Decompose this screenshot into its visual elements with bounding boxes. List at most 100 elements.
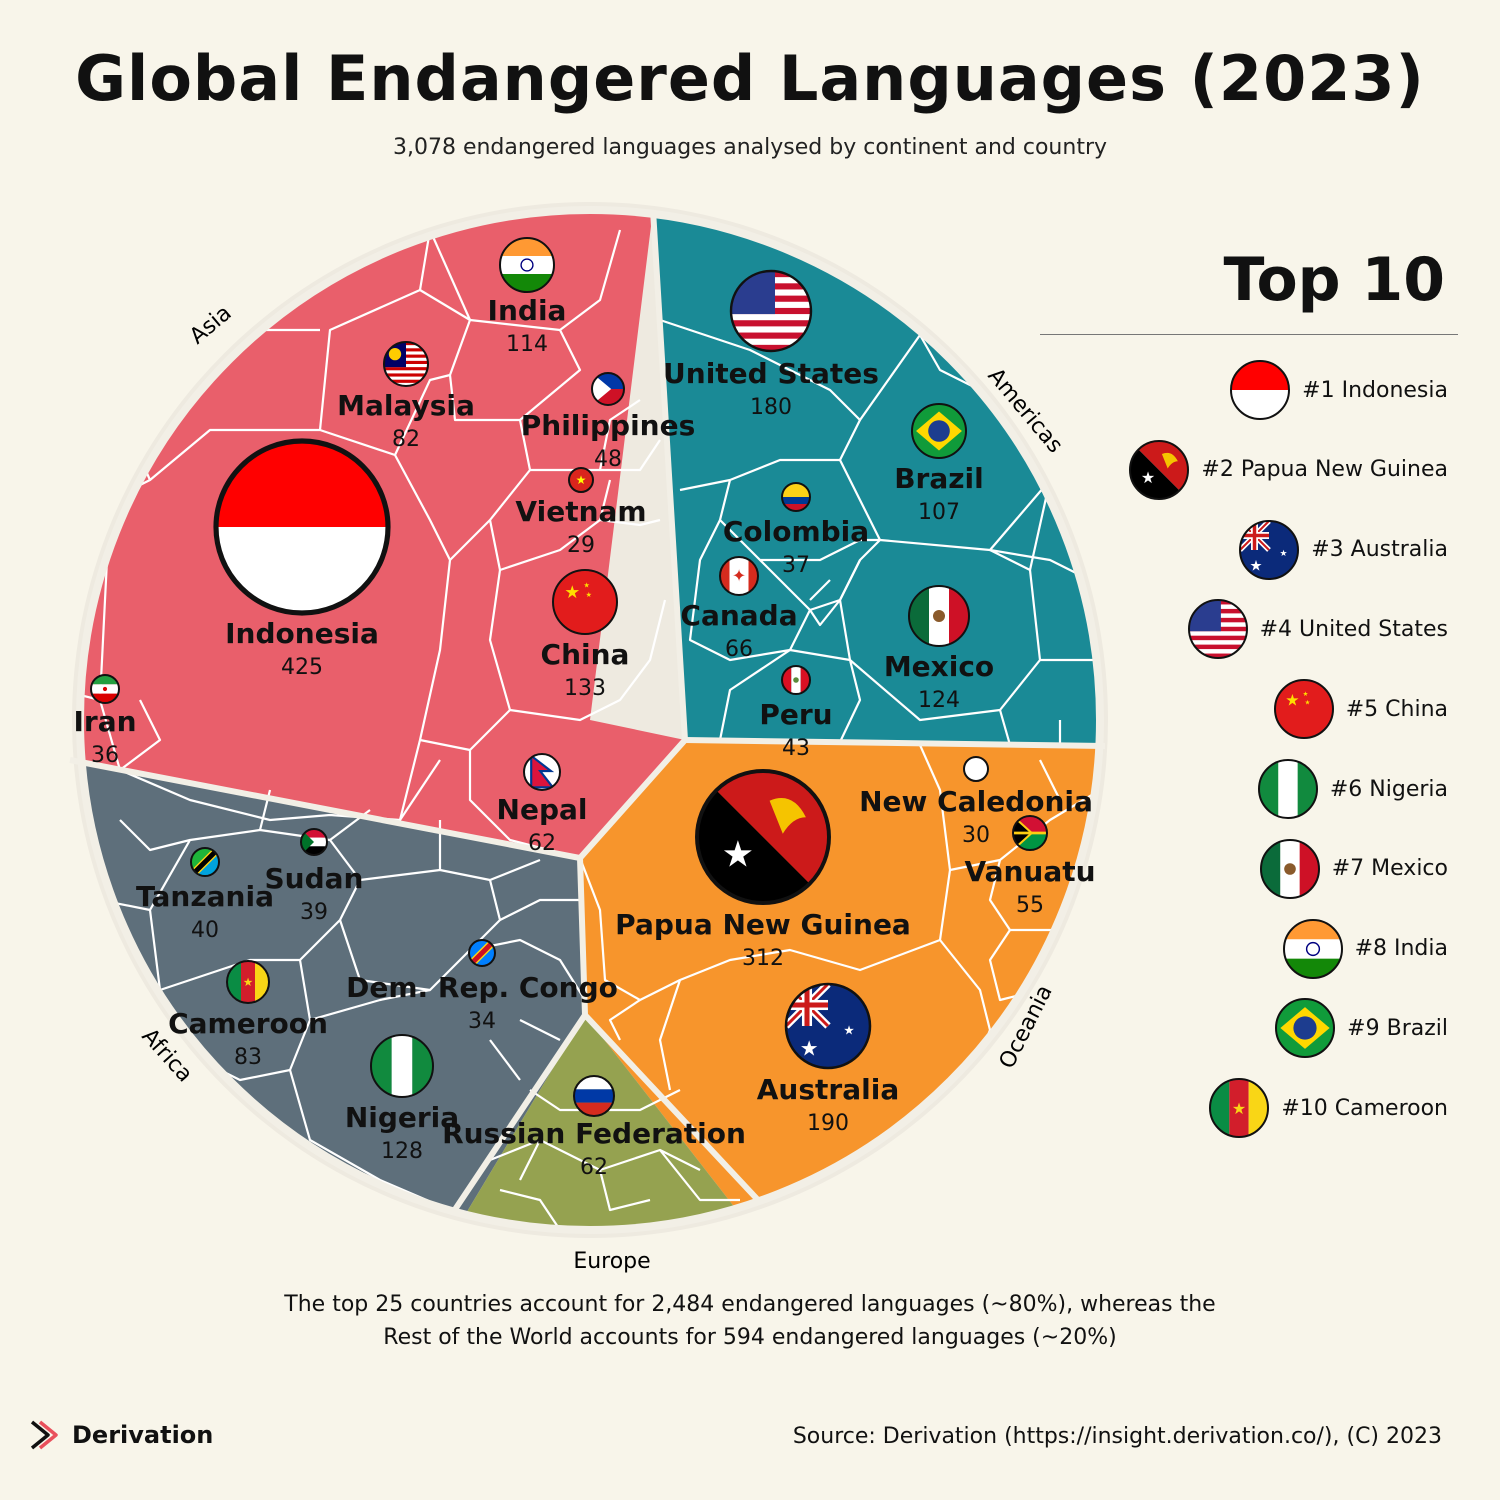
country-value-nigeria: 128 — [381, 1139, 423, 1164]
country-value-iran: 36 — [91, 743, 119, 768]
flag-nigeria-icon — [370, 1034, 434, 1098]
flag-cameroon-icon: ★ — [1209, 1078, 1270, 1139]
country-value-peru: 43 — [782, 736, 810, 761]
continent-label-europe: Europe — [573, 1249, 650, 1274]
svg-text:★: ★ — [564, 583, 580, 603]
top10-item-label: #1 Indonesia — [1302, 377, 1448, 403]
flag-nigeria-icon — [1257, 759, 1318, 819]
flag-iran-icon — [90, 674, 120, 704]
svg-text:★: ★ — [1232, 1099, 1246, 1118]
country-value-tanzania: 40 — [191, 918, 219, 943]
flag-peru-icon — [781, 665, 811, 695]
country-label-nepal: Nepal — [497, 793, 588, 826]
top10-item-label: #8 India — [1354, 936, 1448, 962]
top10-item: #9 Brazil — [1273, 996, 1448, 1060]
flag-united-states-icon — [729, 269, 813, 353]
flag-papua-new-guinea-icon: ★ — [695, 769, 831, 905]
country-value-dem-rep-congo: 34 — [468, 1009, 496, 1034]
country-value-nepal: 62 — [528, 831, 556, 856]
country-label-russian-federation: Russian Federation — [442, 1117, 746, 1150]
country-value-mexico: 124 — [918, 688, 960, 713]
flag-sudan-icon — [300, 828, 328, 856]
country-value-vietnam: 29 — [567, 533, 595, 558]
flag-vietnam-icon: ★ — [568, 467, 594, 493]
top10-item-label: #7 Mexico — [1331, 856, 1448, 882]
svg-text:★: ★ — [1141, 468, 1155, 487]
flag-brazil-icon — [911, 403, 967, 459]
brand-logo: Derivation — [28, 1416, 213, 1454]
country-value-philippines: 48 — [594, 447, 622, 472]
country-label-brazil: Brazil — [894, 462, 984, 495]
top10-item-label: #10 Cameroon — [1281, 1095, 1448, 1121]
country-label-papua-new-guinea: Papua New Guinea — [615, 908, 911, 941]
flag-philippines-icon — [591, 372, 625, 406]
svg-text:★: ★ — [1302, 690, 1308, 698]
country-label-new-caledonia: New Caledonia — [859, 785, 1093, 818]
top10-divider — [1040, 334, 1458, 335]
country-value-china: 133 — [564, 676, 606, 701]
svg-text:★: ★ — [1280, 548, 1288, 558]
country-value-sudan: 39 — [300, 900, 328, 925]
svg-text:★: ★ — [800, 1036, 819, 1060]
country-value-russian-federation: 62 — [580, 1155, 608, 1180]
country-value-colombia: 37 — [782, 553, 810, 578]
continent-label-asia: Asia — [185, 301, 236, 350]
flag-new-caledonia-icon — [963, 756, 989, 782]
flag-malaysia-icon — [383, 341, 429, 387]
footnote: The top 25 countries account for 2,484 e… — [0, 1288, 1500, 1354]
country-label-vanuatu: Vanuatu — [964, 855, 1095, 888]
country-value-brazil: 107 — [918, 500, 960, 525]
flag-mexico-icon — [1259, 838, 1320, 899]
country-value-cameroon: 83 — [234, 1045, 262, 1070]
flag-brazil-icon — [1275, 998, 1336, 1059]
svg-text:★: ★ — [1250, 558, 1263, 574]
country-label-australia: Australia — [757, 1073, 899, 1106]
top10-item-label: #6 Nigeria — [1329, 776, 1448, 802]
country-label-philippines: Philippines — [521, 409, 696, 442]
svg-text:★: ★ — [1304, 699, 1310, 707]
country-label-canada: Canada — [680, 599, 797, 632]
flag-papua-new-guinea-icon: ★ — [1129, 439, 1190, 500]
chart-subtitle: 3,078 endangered languages analysed by c… — [392, 135, 1108, 160]
country-value-papua-new-guinea: 312 — [742, 946, 784, 971]
top10-item: #7 Mexico — [1258, 837, 1448, 901]
continent-borders — [69, 209, 1106, 1216]
chart-outline — [76, 206, 1104, 1234]
svg-text:★: ★ — [722, 833, 755, 876]
country-label-tanzania: Tanzania — [136, 880, 274, 913]
flag-colombia-icon — [781, 482, 811, 512]
country-value-vanuatu: 55 — [1016, 893, 1044, 918]
country-label-iran: Iran — [73, 705, 136, 738]
svg-text:★: ★ — [1285, 691, 1299, 710]
flag-indonesia-icon — [1230, 360, 1291, 420]
country-label-india: India — [488, 294, 567, 327]
region-asia — [80, 210, 1100, 860]
flag-indonesia-icon — [213, 438, 391, 616]
top10-item-label: #4 United States — [1259, 616, 1448, 642]
svg-text:★: ★ — [843, 1022, 854, 1037]
country-label-sudan: Sudan — [265, 862, 364, 895]
flag-vanuatu-icon — [1012, 815, 1048, 851]
country-label-dem-rep-congo: Dem. Rep. Congo — [346, 971, 618, 1004]
svg-text:✦: ✦ — [732, 567, 746, 587]
flag-china-icon: ★ ★★ — [552, 569, 618, 635]
top10-item-label: #3 Australia — [1311, 537, 1448, 563]
flag-cameroon-icon: ★ — [226, 960, 270, 1004]
svg-text:★: ★ — [576, 473, 587, 487]
top10-item: #4 United States — [1186, 597, 1448, 661]
country-label-united-states: United States — [663, 357, 879, 390]
country-value-new-caledonia: 30 — [962, 823, 990, 848]
flag-china-icon: ★ ★★ — [1273, 679, 1334, 740]
footnote-line-1: The top 25 countries account for 2,484 e… — [284, 1292, 1216, 1317]
svg-text:★: ★ — [243, 975, 253, 989]
flag-india-icon — [499, 237, 555, 293]
country-label-nigeria: Nigeria — [345, 1101, 459, 1134]
top10-item: ★ #10 Cameroon — [1207, 1076, 1448, 1140]
flag-australia-icon: ★★ — [1239, 519, 1300, 580]
brand-name: Derivation — [72, 1421, 214, 1449]
flag-tanzania-icon — [190, 847, 220, 877]
flag-nepal-icon — [523, 753, 561, 791]
top10-item-label: #9 Brazil — [1347, 1015, 1448, 1041]
country-value-australia: 190 — [807, 1111, 849, 1136]
